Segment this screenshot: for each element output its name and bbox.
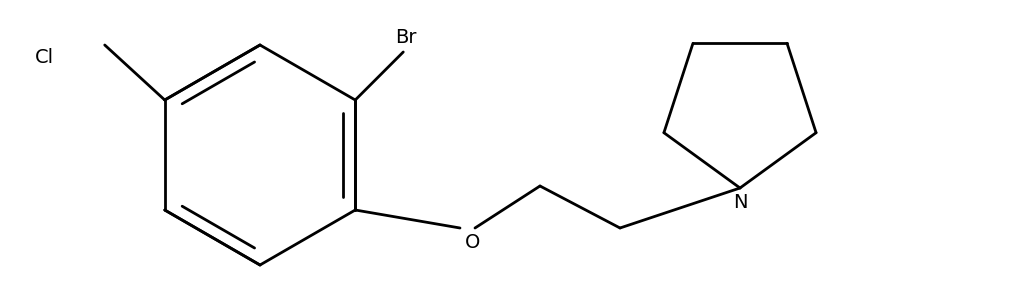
Text: Cl: Cl xyxy=(35,48,55,67)
Text: N: N xyxy=(732,193,747,212)
Text: O: O xyxy=(465,233,481,252)
Text: Br: Br xyxy=(395,28,416,47)
